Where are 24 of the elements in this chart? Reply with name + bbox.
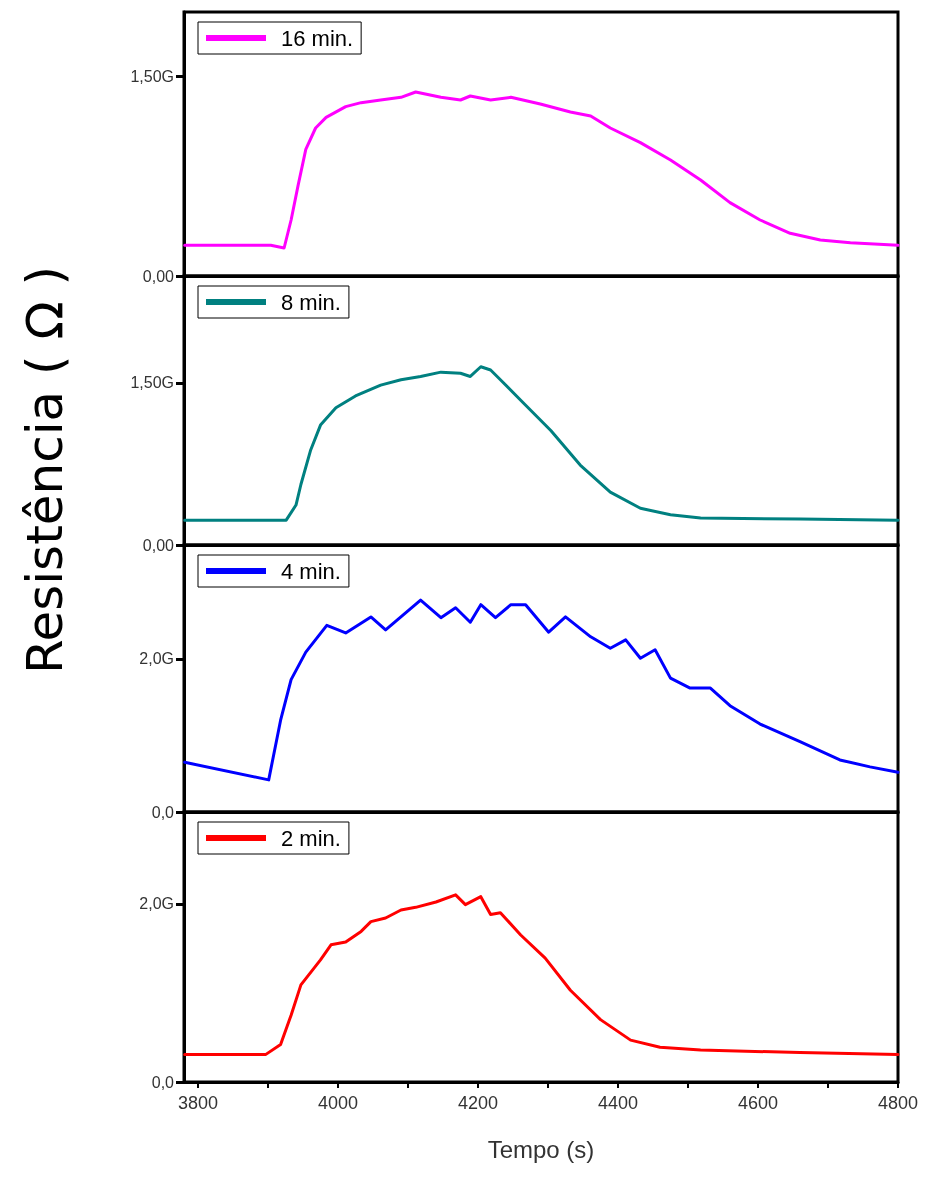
y-tick-label: 0,0 [151,803,175,821]
y-tick-label: 0,00 [142,267,175,285]
x-tick-label: 4600 [737,1093,779,1113]
x-tick-label: 4400 [597,1093,639,1113]
x-tick-label: 4000 [317,1093,359,1113]
x-tick-label: 4200 [457,1093,499,1113]
y-axis-title: Resistência ( Ω ) [16,265,74,675]
legend-label: 16 min. [281,25,354,51]
y-tick-label: 1,50G [130,67,174,85]
legend-label: 2 min. [281,825,341,851]
line-series [183,598,900,782]
y-tick-label: 0,0 [151,1073,175,1091]
x-tick-label: 4800 [877,1093,919,1113]
line-series [183,365,900,522]
legend-label: 4 min. [281,558,341,584]
y-tick-label: 2,0G [139,650,174,668]
y-tick-label: 2,0G [139,895,174,913]
line-series [183,90,900,250]
legend-label: 8 min. [281,289,341,315]
y-tick-label: 0,00 [142,536,175,554]
x-tick-label: 3800 [177,1093,219,1113]
line-series [183,893,900,1056]
x-axis-title: Tempo (s) [487,1135,595,1163]
y-tick-label: 1,50G [130,374,174,392]
